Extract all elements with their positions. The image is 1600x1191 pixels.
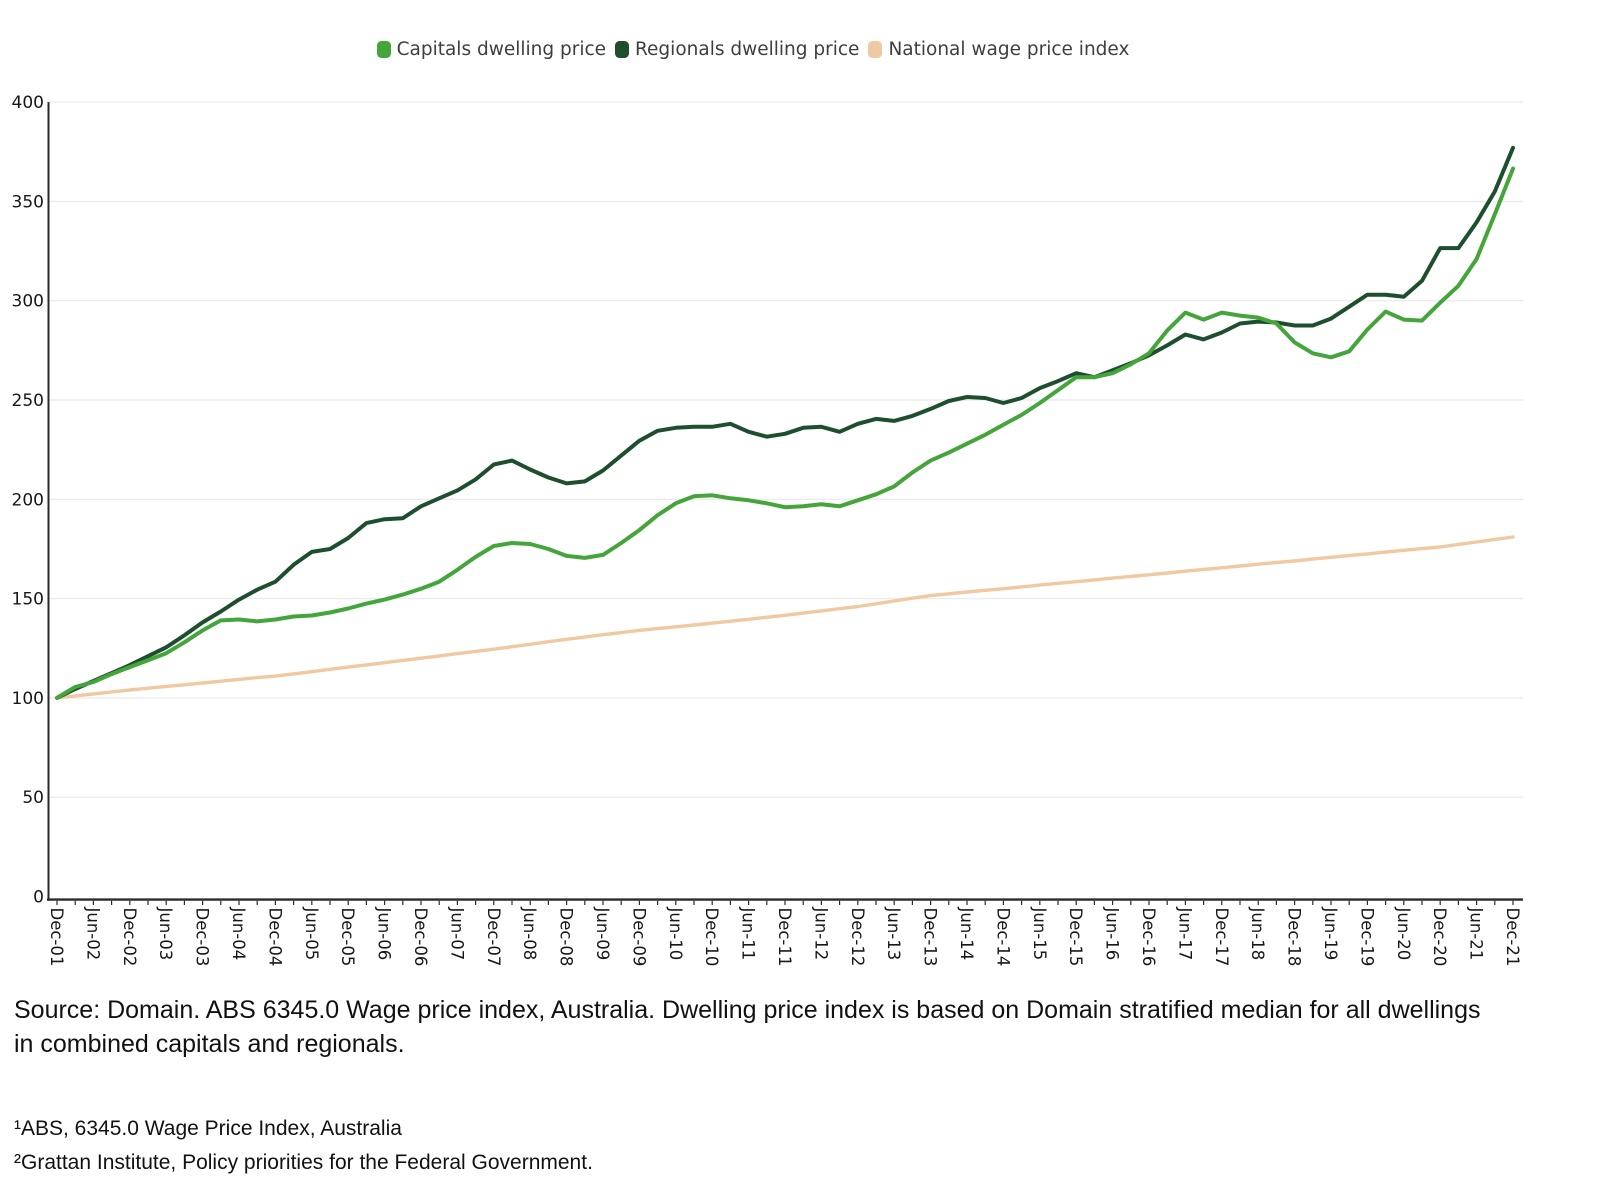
regionals-legend-swatch-icon [615,41,630,58]
x-axis-tick-label: Dec-03 [193,908,212,967]
x-axis-tick-label: Jun-16 [1103,907,1122,961]
wage-legend-swatch-icon [868,41,883,58]
x-axis-tick-label: Jun-09 [593,907,612,961]
x-axis-tick-label: Jun-20 [1394,907,1413,961]
source-note: Source: Domain. ABS 6345.0 Wage price in… [14,993,1596,1061]
y-axis-tick-label: 100 [12,689,44,709]
x-axis-tick-label: Jun-14 [957,907,976,961]
x-axis-tick-label: Dec-01 [47,908,66,967]
x-axis-tick-label: Dec-11 [775,908,794,967]
y-axis-tick-label: 150 [12,590,44,610]
national-wage-price-index-line [55,535,1515,700]
x-axis-tick-label: Jun-12 [811,907,830,961]
x-axis-tick-label: Dec-05 [338,908,357,967]
y-axis-tick-label: 200 [12,490,44,510]
legend-label-capitals: Capitals dwelling price [396,39,607,60]
x-axis-tick-label: Dec-09 [629,908,648,967]
x-axis-tick-label: Jun-06 [375,907,394,961]
x-axis-tick-label: Jun-18 [1248,907,1267,961]
footnote-2: ²Grattan Institute, Policy priorities fo… [14,1151,593,1174]
x-axis-tick-label: Dec-17 [1212,908,1231,967]
y-axis-tick-label: 50 [22,788,44,808]
legend-item-wage: National wage price index [868,39,1129,60]
legend-item-regionals: Regionals dwelling price [615,39,859,60]
x-axis-tick-label: Dec-07 [484,908,503,967]
x-axis-tick-label: Jun-05 [302,907,321,961]
x-axis-tick-label: Dec-13 [921,908,940,967]
x-axis-tick-label: Jun-08 [520,907,539,961]
x-axis-tick-label: Dec-08 [557,908,576,967]
y-axis-tick-label: 400 [12,93,44,113]
x-axis-tick-label: Jun-19 [1321,907,1340,961]
x-axis-tick-label: Jun-11 [739,907,758,961]
x-axis-tick-label: Dec-20 [1430,908,1449,967]
footnote-1: ¹ABS, 6345.0 Wage Price Index, Australia [14,1117,402,1140]
y-axis-tick-label: 300 [12,292,44,312]
x-axis-tick-label: Dec-15 [1066,908,1085,967]
source-note-line-2: in combined capitals and regionals. [14,1030,405,1058]
x-axis-tick-label: Jun-15 [1030,907,1049,961]
x-axis-tick-label: Jun-10 [666,907,685,961]
x-axis-tick-label: Dec-12 [848,908,867,967]
source-note-line-1: Source: Domain. ABS 6345.0 Wage price in… [14,996,1481,1024]
x-axis-tick-label: Jun-21 [1467,907,1486,961]
y-axis-tick-label: 0 [33,888,44,908]
y-axis-tick-label: 250 [12,391,44,411]
x-axis-tick-label: Jun-04 [229,907,248,961]
x-axis-tick-label: Jun-17 [1175,907,1194,961]
x-axis-tick-label: Dec-06 [411,908,430,967]
legend-item-capitals: Capitals dwelling price [376,39,607,60]
x-axis-tick-label: Dec-02 [120,908,139,967]
chart-legend: Capitals dwelling price Regionals dwelli… [0,39,1553,60]
x-axis-tick-label: Jun-07 [447,907,466,961]
x-axis-tick-label: Dec-16 [1139,908,1158,967]
capitals-legend-swatch-icon [376,41,391,58]
x-axis-tick-label: Dec-19 [1357,908,1376,967]
x-axis-tick-label: Dec-04 [265,908,284,967]
x-axis-tick-label: Jun-02 [83,907,102,961]
line-chart: 0 50 100 150 200 250 300 350 400 Dec-01 Jun-02 Dec-… [12,93,1523,967]
capitals-dwelling-price-line [55,166,1515,700]
x-axis-tick-label: Dec-10 [702,908,721,967]
x-axis-tick-label: Jun-13 [884,907,903,961]
legend-label-wage: National wage price index [888,39,1130,60]
x-axis-tick-label: Dec-21 [1503,908,1522,967]
x-axis-tick-label: Dec-18 [1285,908,1304,967]
x-axis-tick-label: Jun-03 [156,907,175,961]
x-axis-tick-label: Dec-14 [993,908,1012,967]
y-axis-tick-label: 350 [12,192,44,212]
footnotes: ¹ABS, 6345.0 Wage Price Index, Australia… [14,1112,593,1180]
legend-label-regionals: Regionals dwelling price [635,39,860,60]
